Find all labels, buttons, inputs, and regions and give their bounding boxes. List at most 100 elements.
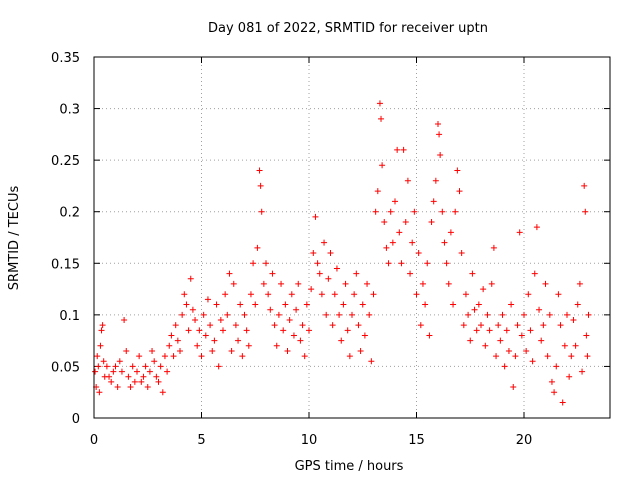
data-point	[97, 342, 104, 349]
data-point	[450, 301, 457, 308]
data-point	[581, 182, 588, 189]
plot-frame	[93, 56, 611, 419]
x-tick-label: 20	[516, 433, 533, 448]
data-point	[490, 244, 497, 251]
data-point	[404, 177, 411, 184]
data-point	[254, 244, 261, 251]
data-point	[551, 389, 558, 396]
x-tick-label: 10	[301, 433, 318, 448]
data-point	[316, 270, 323, 277]
data-point	[516, 229, 523, 236]
data-point	[400, 146, 407, 153]
data-point	[306, 327, 312, 334]
data-point	[458, 249, 465, 256]
data-point	[118, 368, 125, 375]
data-point	[398, 260, 405, 267]
data-point	[383, 244, 390, 251]
data-point	[252, 301, 259, 308]
data-point	[462, 291, 469, 298]
data-point	[480, 286, 487, 293]
data-point	[202, 332, 209, 339]
data-point	[538, 337, 545, 344]
y-tick-label: 0.2	[59, 206, 80, 221]
data-point	[411, 208, 418, 215]
data-point	[426, 332, 433, 339]
data-point	[372, 208, 379, 215]
data-point	[553, 363, 560, 370]
data-point	[286, 317, 293, 324]
data-point	[243, 327, 250, 334]
data-point	[161, 353, 168, 360]
data-point	[224, 311, 231, 318]
data-point	[542, 280, 549, 287]
data-point	[278, 280, 285, 287]
data-point	[333, 265, 340, 272]
data-point	[183, 301, 190, 308]
data-point	[546, 311, 553, 318]
data-point	[566, 373, 573, 380]
data-point	[217, 317, 224, 324]
data-point	[211, 337, 218, 344]
data-point	[424, 260, 431, 267]
data-point	[374, 188, 381, 195]
data-point	[364, 280, 371, 287]
data-point	[557, 322, 564, 329]
data-point	[574, 301, 581, 308]
data-point	[239, 353, 246, 360]
data-point	[452, 208, 459, 215]
x-tick-label: 5	[197, 433, 205, 448]
data-point	[250, 260, 257, 267]
data-point	[385, 260, 392, 267]
data-point	[561, 342, 568, 349]
data-point	[127, 384, 134, 391]
data-point	[198, 353, 205, 360]
data-point	[353, 270, 360, 277]
data-point	[269, 270, 276, 277]
data-point	[361, 332, 368, 339]
data-point	[548, 378, 555, 385]
data-point	[536, 306, 543, 313]
data-point	[329, 322, 336, 329]
data-point	[282, 301, 289, 308]
data-point	[338, 337, 345, 344]
data-point	[260, 280, 267, 287]
data-point	[273, 342, 280, 349]
data-point	[200, 311, 207, 318]
data-point	[185, 327, 192, 334]
data-point	[454, 167, 461, 174]
data-point	[95, 363, 102, 370]
data-point	[376, 100, 383, 107]
data-point	[194, 342, 201, 349]
data-point	[389, 239, 396, 246]
data-point	[172, 322, 179, 329]
tick-labels: 0 0.05 0.1 0.15 0.2 0.25 0.3 0.35 0 5 10 15 20	[51, 51, 532, 448]
data-point	[308, 286, 315, 293]
data-point	[585, 311, 592, 318]
data-point	[312, 213, 319, 220]
data-point	[447, 229, 454, 236]
data-point	[131, 378, 138, 385]
data-point	[100, 358, 107, 365]
data-point	[357, 347, 364, 354]
data-point	[94, 353, 101, 360]
data-point	[508, 301, 515, 308]
data-point	[349, 311, 355, 318]
data-point	[505, 347, 512, 354]
data-point	[579, 368, 586, 375]
x-tick-label: 0	[90, 433, 98, 448]
data-point	[484, 311, 491, 318]
data-point	[394, 146, 401, 153]
data-point	[226, 270, 233, 277]
data-point	[409, 239, 416, 246]
data-point	[96, 389, 103, 396]
data-point	[582, 208, 589, 215]
data-point	[344, 327, 351, 334]
data-point	[168, 332, 175, 339]
data-point	[495, 322, 502, 329]
y-tick-label: 0.25	[51, 154, 80, 169]
data-point	[92, 368, 99, 375]
data-point	[527, 327, 534, 334]
data-point	[271, 322, 278, 329]
data-point	[544, 353, 551, 360]
data-point	[378, 115, 385, 122]
